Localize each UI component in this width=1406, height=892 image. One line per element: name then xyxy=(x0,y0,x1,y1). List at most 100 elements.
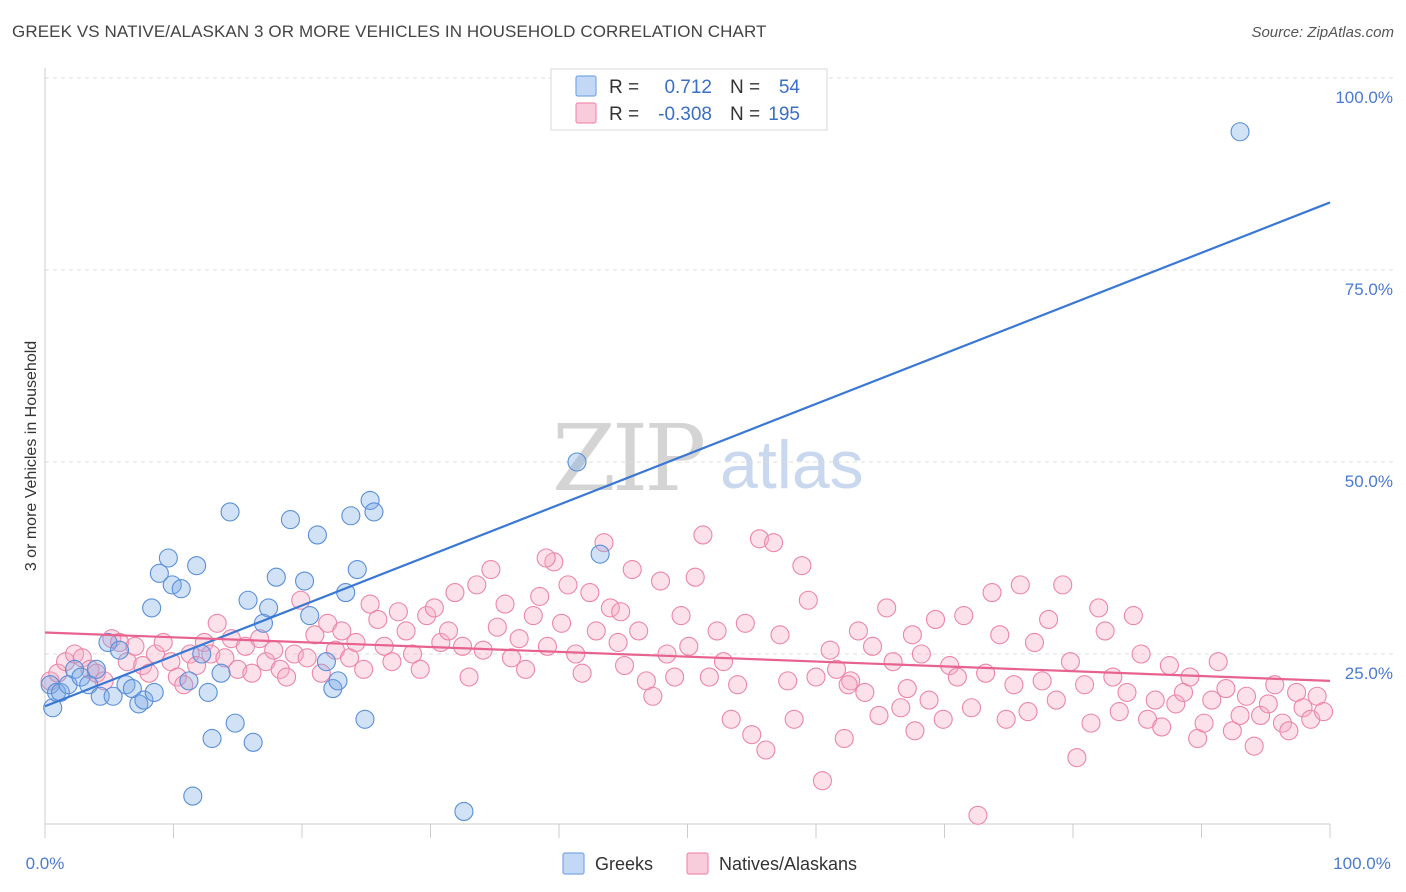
natives-point xyxy=(1067,748,1087,768)
natives-point xyxy=(1272,713,1293,733)
greeks-point xyxy=(295,571,315,591)
x-tick-label-min: 0.0% xyxy=(26,854,65,873)
natives-point xyxy=(388,602,408,622)
legend-n-label-natives: N = xyxy=(730,104,760,125)
natives-point xyxy=(558,575,578,595)
greeks-point xyxy=(238,590,258,610)
greeks-point xyxy=(300,606,320,626)
natives-point xyxy=(685,567,705,587)
natives-point xyxy=(297,648,317,668)
greeks-point xyxy=(567,452,587,472)
greeks-point xyxy=(225,713,245,733)
natives-point xyxy=(1208,652,1228,672)
natives-point xyxy=(1046,690,1066,710)
natives-point xyxy=(643,686,663,706)
legend-n-label-greeks: N = xyxy=(730,77,760,98)
natives-point xyxy=(402,644,423,664)
watermark-zip: ZIP xyxy=(552,405,703,512)
greeks-point xyxy=(590,544,610,564)
natives-point xyxy=(869,705,889,725)
natives-point xyxy=(877,598,897,618)
natives-point xyxy=(580,583,600,603)
natives-point xyxy=(1010,575,1030,595)
natives-point xyxy=(911,644,931,664)
natives-point xyxy=(1314,702,1334,722)
natives-point xyxy=(608,632,628,653)
natives-point xyxy=(1131,644,1151,664)
natives-point xyxy=(792,556,812,576)
natives-point xyxy=(368,609,388,629)
natives-point xyxy=(242,663,262,683)
greeks-point xyxy=(1230,122,1250,142)
natives-point xyxy=(572,663,592,683)
greeks-point xyxy=(341,506,361,526)
natives-point xyxy=(215,648,235,668)
natives-point xyxy=(838,675,858,695)
natives-point xyxy=(1293,698,1313,718)
greeks-point xyxy=(316,652,336,672)
natives-point xyxy=(713,652,734,672)
data-points xyxy=(40,122,1334,825)
natives-point xyxy=(530,586,550,606)
greeks-point xyxy=(50,682,70,702)
bottom-legend-label-greeks: Greeks xyxy=(595,854,653,874)
greeks-point xyxy=(187,556,207,576)
legend-box: R = 0.712 N = 54 R = -0.308 N = 195 xyxy=(550,68,828,131)
natives-point xyxy=(600,598,620,618)
natives-point xyxy=(277,667,297,687)
x-ticks xyxy=(44,824,1331,838)
natives-point xyxy=(990,625,1010,645)
natives-point xyxy=(1202,690,1222,710)
natives-point xyxy=(305,625,325,645)
natives-point xyxy=(501,648,522,668)
natives-point xyxy=(742,725,762,745)
natives-point xyxy=(1024,632,1044,653)
greeks-point xyxy=(144,682,164,702)
natives-point xyxy=(509,629,529,649)
natives-point xyxy=(982,583,1002,603)
greeks-point xyxy=(149,563,169,583)
greeks-point xyxy=(280,510,300,530)
natives-point xyxy=(883,652,903,672)
natives-point xyxy=(459,667,479,687)
greeks-point xyxy=(183,786,203,806)
greeks-point xyxy=(179,671,199,691)
natives-point xyxy=(1145,690,1165,710)
natives-point xyxy=(925,609,946,629)
natives-point xyxy=(947,667,967,687)
greeks-point xyxy=(103,686,123,706)
natives-point xyxy=(453,636,473,656)
natives-point xyxy=(1244,736,1264,756)
natives-point xyxy=(848,621,868,641)
natives-point xyxy=(855,682,875,702)
natives-point xyxy=(693,525,713,545)
natives-point xyxy=(552,613,572,633)
natives-point xyxy=(1230,705,1250,725)
natives-point xyxy=(1152,717,1172,737)
natives-point xyxy=(360,594,380,614)
natives-point xyxy=(749,529,770,549)
natives-point xyxy=(382,652,402,672)
natives-point xyxy=(778,671,798,691)
natives-point xyxy=(968,805,988,825)
chart-source: Source: ZipAtlas.com xyxy=(1251,24,1394,41)
greeks-point xyxy=(243,732,263,752)
natives-point xyxy=(424,598,444,618)
natives-point xyxy=(806,667,826,687)
natives-point xyxy=(721,709,741,729)
greeks-point xyxy=(454,801,474,821)
natives-point xyxy=(629,621,649,641)
natives-point xyxy=(1053,575,1073,595)
natives-point xyxy=(410,659,430,679)
y-tick-labels: 100.0% 75.0% 50.0% 25.0% xyxy=(1335,88,1393,683)
natives-point xyxy=(481,559,501,580)
legend-swatch-greeks xyxy=(575,75,597,97)
natives-point xyxy=(1081,713,1101,733)
natives-point xyxy=(820,640,840,660)
natives-point xyxy=(284,644,304,664)
natives-point xyxy=(933,709,953,729)
natives-point xyxy=(207,613,227,633)
natives-point xyxy=(174,675,194,695)
natives-point xyxy=(1103,667,1123,687)
